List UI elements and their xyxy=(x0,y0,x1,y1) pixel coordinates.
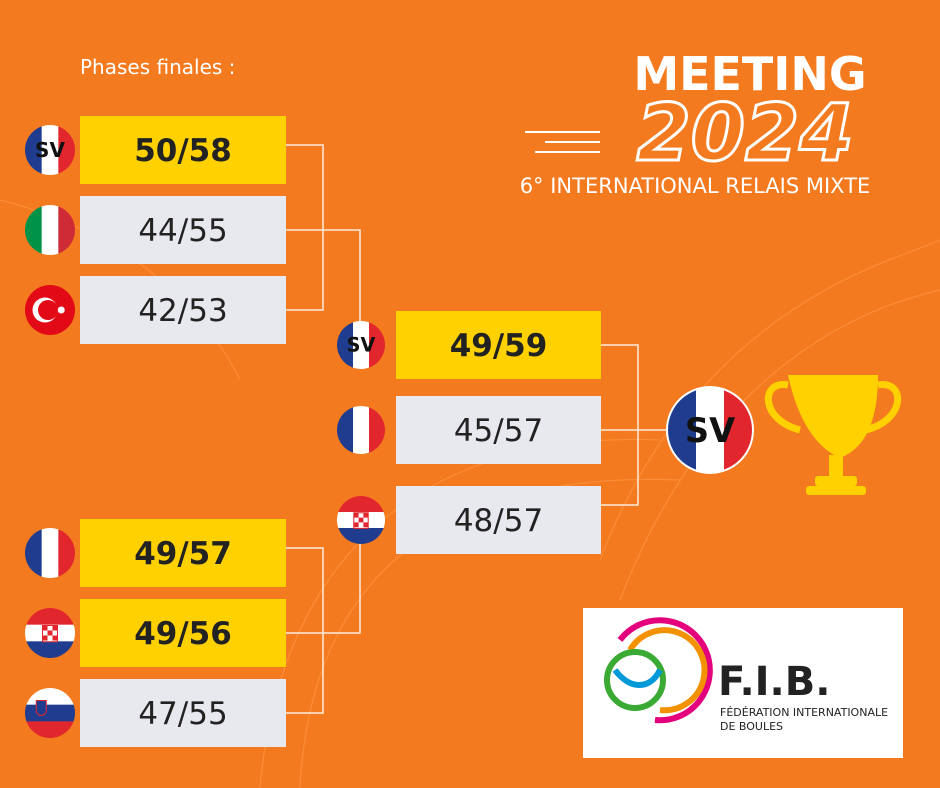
score: 48/57 xyxy=(454,503,543,539)
title: MEETING xyxy=(633,47,866,101)
logo-name: F.I.B. xyxy=(718,659,830,705)
score-box xyxy=(80,599,286,667)
flag-stripe xyxy=(41,125,59,175)
flag-stripe xyxy=(41,528,59,578)
score: 49/59 xyxy=(450,328,548,364)
flag-check xyxy=(363,512,369,518)
flag xyxy=(25,125,75,175)
flag-check xyxy=(52,635,58,641)
flag-stripe xyxy=(337,528,385,544)
flag-check xyxy=(47,630,53,636)
flag-stripe xyxy=(25,641,75,658)
flag-label: SV xyxy=(347,334,376,357)
flag-check xyxy=(353,512,359,518)
flag-check xyxy=(353,522,359,528)
flag-star xyxy=(57,306,65,314)
flag-check xyxy=(363,522,369,528)
flag-stripe xyxy=(41,205,59,255)
speed-lines xyxy=(525,131,600,153)
flag-stripe xyxy=(353,406,370,454)
subtitle: 6° INTERNATIONAL RELAIS MIXTE xyxy=(520,174,871,198)
score-box xyxy=(80,519,286,587)
flag-check xyxy=(358,517,364,523)
flag-stripe xyxy=(337,406,354,454)
flag-stripe xyxy=(369,406,385,454)
flag xyxy=(337,496,385,544)
flag-stripe xyxy=(58,205,75,255)
score-box xyxy=(396,396,601,464)
score: 45/57 xyxy=(454,413,543,449)
flag-check xyxy=(42,625,48,631)
year: 2024 xyxy=(636,89,853,179)
flag-crescent-cut xyxy=(38,300,58,320)
flag-stripe xyxy=(58,125,75,175)
flag-stripe xyxy=(337,496,385,513)
score: 42/53 xyxy=(138,293,227,329)
flag-label: SV xyxy=(35,138,65,162)
connectors xyxy=(286,144,668,714)
score-box xyxy=(396,486,601,554)
flag-check xyxy=(52,625,58,631)
flag-stripe xyxy=(25,205,43,255)
trophy xyxy=(764,375,902,495)
flag xyxy=(25,285,75,335)
score-box xyxy=(396,311,601,379)
flag-stripe xyxy=(337,321,354,369)
flag-stripe xyxy=(25,125,43,175)
score-box xyxy=(80,679,286,747)
score: 44/55 xyxy=(138,213,227,249)
logo-line1: FÉDÉRATION INTERNATIONALE xyxy=(720,706,888,719)
flag xyxy=(25,528,75,578)
score: 49/56 xyxy=(134,616,232,652)
section-label: Phases finales : xyxy=(80,55,235,79)
logo-line2: DE BOULES xyxy=(720,720,783,733)
score-box xyxy=(80,276,286,344)
flag-check xyxy=(42,635,48,641)
flag-stripe xyxy=(353,321,370,369)
flag-stripe xyxy=(369,321,385,369)
score: 47/55 xyxy=(138,696,227,732)
flag-stripe xyxy=(25,704,75,722)
flag-stripe xyxy=(696,388,725,472)
score: 50/58 xyxy=(134,133,232,169)
flag xyxy=(25,608,75,658)
flag-stripe xyxy=(25,721,75,738)
flag-stripe xyxy=(58,528,75,578)
flag-stripe xyxy=(25,528,43,578)
flag xyxy=(25,205,75,255)
flag-stripe xyxy=(25,608,75,626)
score-box xyxy=(80,116,286,184)
score-box xyxy=(80,196,286,264)
score: 49/57 xyxy=(134,536,232,572)
flag-label: SV xyxy=(685,411,735,450)
flag xyxy=(337,406,385,454)
flag-shield xyxy=(35,700,47,716)
flag xyxy=(25,688,75,738)
flag xyxy=(337,321,385,369)
logo-mark xyxy=(604,617,713,724)
